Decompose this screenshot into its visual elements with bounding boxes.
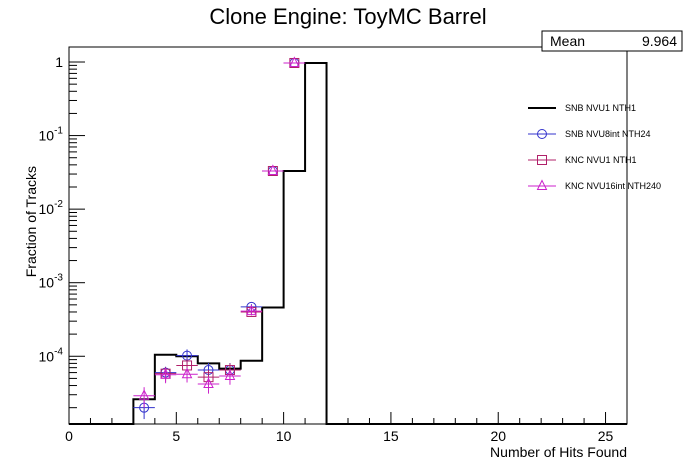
x-tick-label: 25 <box>598 428 614 444</box>
x-tick-label: 10 <box>276 428 292 444</box>
x-tick-label: 20 <box>490 428 506 444</box>
legend-entry: SNB NVU8int NTH24 <box>528 129 651 139</box>
y-axis-label: Fraction of Tracks <box>23 166 39 277</box>
legend-entry: KNC NVU16int NTH240 <box>528 179 661 191</box>
legend-label: SNB NVU1 NTH1 <box>565 103 636 113</box>
y-tick-label: 10-3 <box>39 273 64 291</box>
stats-box: Mean 9.964 <box>541 30 683 52</box>
x-tick-label: 5 <box>172 428 180 444</box>
data-point-triangle <box>289 56 300 67</box>
data-point-triangle <box>160 368 171 379</box>
data-point-triangle <box>203 377 214 388</box>
y-tick-label: 10-1 <box>39 126 64 144</box>
x-tick-label: 15 <box>383 428 399 444</box>
stats-mean-label: Mean <box>550 33 585 49</box>
legend-swatch-triangle <box>536 179 548 190</box>
plot-frame <box>68 46 628 425</box>
legend: SNB NVU1 NTH1 SNB NVU8int NTH24 KNC NVU1 N… <box>528 103 661 191</box>
x-tick-label: 0 <box>65 428 73 444</box>
legend-entry: KNC NVU1 NTH1 <box>528 155 637 165</box>
legend-swatch-square <box>537 155 547 165</box>
plot-area: 0 5 10 15 20 25 1 10-1 10-2 10-3 10-4 <box>39 46 628 444</box>
legend-entry: SNB NVU1 NTH1 <box>528 103 636 113</box>
legend-label: KNC NVU1 NTH1 <box>565 155 637 165</box>
legend-label: KNC NVU16int NTH240 <box>565 181 661 191</box>
data-point-square <box>246 306 257 317</box>
data-point-triangle <box>181 367 193 379</box>
chart-title: Clone Engine: ToyMC Barrel <box>209 4 486 29</box>
data-point-triangle <box>138 389 150 400</box>
legend-label: SNB NVU8int NTH24 <box>565 129 651 139</box>
stats-box-frame <box>541 30 683 52</box>
data-point-triangle <box>246 304 257 316</box>
y-tick-label: 10-4 <box>39 346 64 364</box>
data-point-triangle <box>224 369 236 380</box>
y-tick-label: 1 <box>55 54 63 70</box>
legend-swatch-circle <box>537 129 547 139</box>
stats-mean-value: 9.964 <box>642 33 677 49</box>
histogram-step-line <box>69 61 627 425</box>
x-axis-label: Number of Hits Found <box>490 444 627 460</box>
y-tick-label: 10-2 <box>39 199 64 217</box>
data-point-triangle <box>267 164 279 175</box>
